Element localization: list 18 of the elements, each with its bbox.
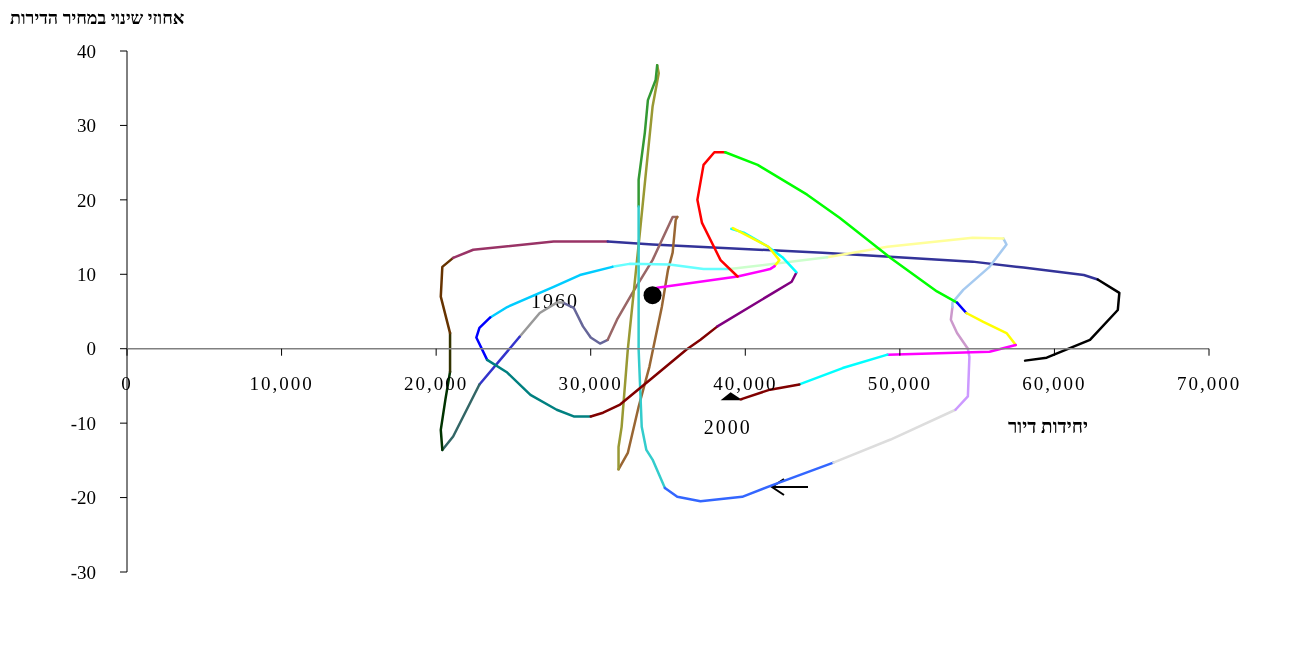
x-tick-label: 40,000 bbox=[713, 372, 778, 394]
x-tick-label: 70,000 bbox=[1176, 372, 1242, 394]
x-axis-title: יחידות דיור bbox=[1008, 416, 1088, 438]
y-tick-label: 40 bbox=[77, 40, 96, 62]
x-tick-label: 50,000 bbox=[867, 372, 932, 394]
y-tick-label: -10 bbox=[70, 412, 96, 434]
y-tick-label: 20 bbox=[77, 189, 96, 211]
y-tick-label: 10 bbox=[77, 264, 96, 286]
x-tick-label: 30,000 bbox=[558, 372, 623, 394]
annotation: 2000 bbox=[703, 416, 752, 439]
x-tick-label: 10,000 bbox=[249, 372, 314, 394]
y-tick-label: 30 bbox=[77, 115, 96, 137]
y-tick-label: 0 bbox=[86, 338, 96, 360]
y-axis-title: אחוזי שינוי במחיר הדירות bbox=[10, 8, 185, 29]
x-tick-label: 0 bbox=[121, 372, 133, 394]
y-tick-label: -30 bbox=[70, 561, 96, 583]
y-tick-label: -20 bbox=[70, 487, 96, 509]
x-tick-label: 60,000 bbox=[1022, 372, 1087, 394]
